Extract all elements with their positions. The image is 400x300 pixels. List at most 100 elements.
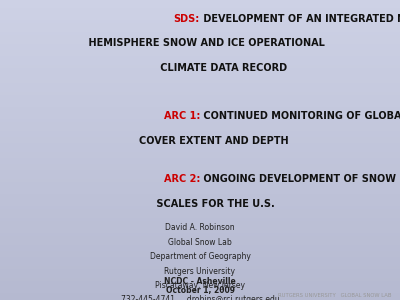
Bar [0,24,400,27]
Bar [0,147,400,150]
Bar [0,30,400,33]
Bar [0,12,400,15]
Bar [0,69,400,72]
Bar [0,135,400,138]
Text: DEVELOPMENT OF AN INTEGRATED NORTHERN: DEVELOPMENT OF AN INTEGRATED NORTHERN [200,14,400,23]
Bar [0,282,400,285]
Bar [0,216,400,219]
Text: ONGOING DEVELOPMENT OF SNOW IMPACT: ONGOING DEVELOPMENT OF SNOW IMPACT [200,174,400,184]
Bar [0,63,400,66]
Bar [0,210,400,213]
Bar [0,288,400,291]
Bar [0,267,400,270]
Bar [0,285,400,288]
Bar [0,48,400,51]
Bar [0,237,400,240]
Text: CLIMATE DATA RECORD: CLIMATE DATA RECORD [113,63,287,73]
Bar [0,255,400,258]
Bar [0,198,400,201]
Bar [0,111,400,114]
Bar [0,168,400,171]
Bar [0,222,400,225]
Text: David A. Robinson: David A. Robinson [165,224,235,232]
Bar [0,129,400,132]
Text: HEMISPHERE SNOW AND ICE OPERATIONAL: HEMISPHERE SNOW AND ICE OPERATIONAL [75,38,325,48]
Bar [0,33,400,36]
Bar [0,153,400,156]
Bar [0,75,400,78]
Bar [0,297,400,300]
Bar [0,0,400,3]
Bar [0,156,400,159]
Text: SDS:: SDS: [174,14,200,23]
Bar [0,66,400,69]
Bar [0,183,400,186]
Bar [0,192,400,195]
Bar [0,51,400,54]
Bar [0,249,400,252]
Bar [0,201,400,204]
Bar [0,81,400,84]
Bar [0,102,400,105]
Text: ARC 1:: ARC 1: [164,111,200,121]
Text: October 1, 2009: October 1, 2009 [166,286,234,296]
Bar [0,144,400,147]
Bar [0,105,400,108]
Bar [0,162,400,165]
Bar [0,126,400,129]
Bar [0,123,400,126]
Text: Rutgers University: Rutgers University [164,267,236,276]
Bar [0,189,400,192]
Bar [0,171,400,174]
Bar [0,93,400,96]
Bar [0,219,400,222]
Bar [0,3,400,6]
Bar [0,117,400,120]
Text: SCALES FOR THE U.S.: SCALES FOR THE U.S. [126,199,274,208]
Bar [0,165,400,168]
Bar [0,84,400,87]
Bar [0,225,400,228]
Bar [0,42,400,45]
Bar [0,180,400,183]
Text: 732-445-4741     drobins@rci.rutgers.edu: 732-445-4741 drobins@rci.rutgers.edu [121,296,279,300]
Bar [0,159,400,162]
Bar [0,264,400,267]
Bar [0,39,400,42]
Bar [0,258,400,261]
Bar [0,60,400,63]
Bar [0,120,400,123]
Bar [0,21,400,24]
Text: Global Snow Lab: Global Snow Lab [168,238,232,247]
Bar [0,270,400,273]
Bar [0,138,400,141]
Bar [0,294,400,297]
Bar [0,96,400,99]
Bar [0,246,400,249]
Bar [0,243,400,246]
Bar [0,261,400,264]
Text: NCDC - Asheville: NCDC - Asheville [164,278,236,286]
Bar [0,54,400,57]
Bar [0,150,400,153]
Bar [0,252,400,255]
Bar [0,141,400,144]
Bar [0,108,400,111]
Bar [0,177,400,180]
Bar [0,231,400,234]
Bar [0,72,400,75]
Bar [0,186,400,189]
Text: COVER EXTENT AND DEPTH: COVER EXTENT AND DEPTH [112,136,288,146]
Bar [0,240,400,243]
Bar [0,204,400,207]
Bar [0,174,400,177]
Bar [0,132,400,135]
Text: Department of Geography: Department of Geography [150,252,250,261]
Bar [0,57,400,60]
Bar [0,234,400,237]
Bar [0,279,400,282]
Bar [0,78,400,81]
Bar [0,99,400,102]
Bar [0,45,400,48]
Bar [0,90,400,93]
